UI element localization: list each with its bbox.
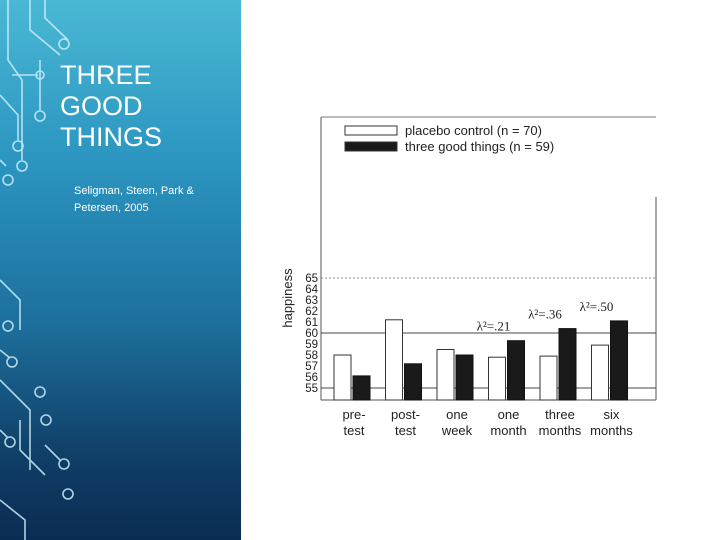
bar-control-4 [539,355,558,401]
chart-canvas: placebo control (n = 70)three good thing… [280,116,657,438]
x-tick-label: months [539,423,582,438]
happiness-bar-chart: placebo control (n = 70) three good thing… [275,112,665,447]
significance-annotation: λ²=.50 [580,299,614,314]
bar-control-2 [436,349,455,401]
legend-swatch-1 [344,141,398,152]
x-tick-label: months [590,423,633,438]
x-tick-label: three [545,407,575,422]
legend-label-1: three good things (n = 59) [405,139,554,154]
x-tick-label: week [441,423,473,438]
y-tick-label: 62 [305,306,318,318]
bar-treatment-3 [507,340,525,401]
slide-title: THREE GOOD THINGS [60,60,163,152]
y-tick-label: 55 [305,383,318,395]
significance-annotation: λ²=.36 [528,307,562,322]
y-tick-label: 58 [305,350,318,362]
y-tick-label: 63 [305,295,318,307]
bar-control-1 [385,319,403,401]
bar-treatment-2 [455,354,474,401]
y-tick-label: 61 [305,317,318,329]
y-tick-label: 65 [305,273,318,285]
y-tick-label: 64 [305,284,318,296]
x-tick-label: pre- [342,407,365,422]
citation: Seligman, Steen, Park & Petersen, 2005 [74,185,194,214]
circuit-decoration [0,0,74,540]
bar-control-0 [333,354,352,401]
x-tick-label: one [446,407,468,422]
y-tick-label: 60 [305,328,318,340]
legend-swatch-0 [344,125,398,136]
title-panel: THREE GOOD THINGS Seligman, Steen, Park … [0,0,241,540]
bar-control-3 [488,356,506,401]
legend-label-0: placebo control (n = 70) [405,123,542,138]
bar-treatment-4 [558,328,577,401]
x-tick-label: post- [391,407,420,422]
bar-treatment-1 [404,363,422,401]
x-tick-label: test [344,423,365,438]
bar-treatment-0 [352,375,371,401]
x-tick-label: test [395,423,416,438]
x-tick-label: one [498,407,520,422]
bar-treatment-5 [610,320,628,401]
y-tick-label: 59 [305,339,318,351]
y-axis-label: happiness [280,268,295,328]
bar-control-5 [591,344,609,401]
x-tick-label: month [490,423,526,438]
y-tick-label: 56 [305,372,318,384]
significance-annotation: λ²=.21 [477,319,511,334]
y-tick-label: 57 [305,361,318,373]
x-tick-label: six [604,407,620,422]
